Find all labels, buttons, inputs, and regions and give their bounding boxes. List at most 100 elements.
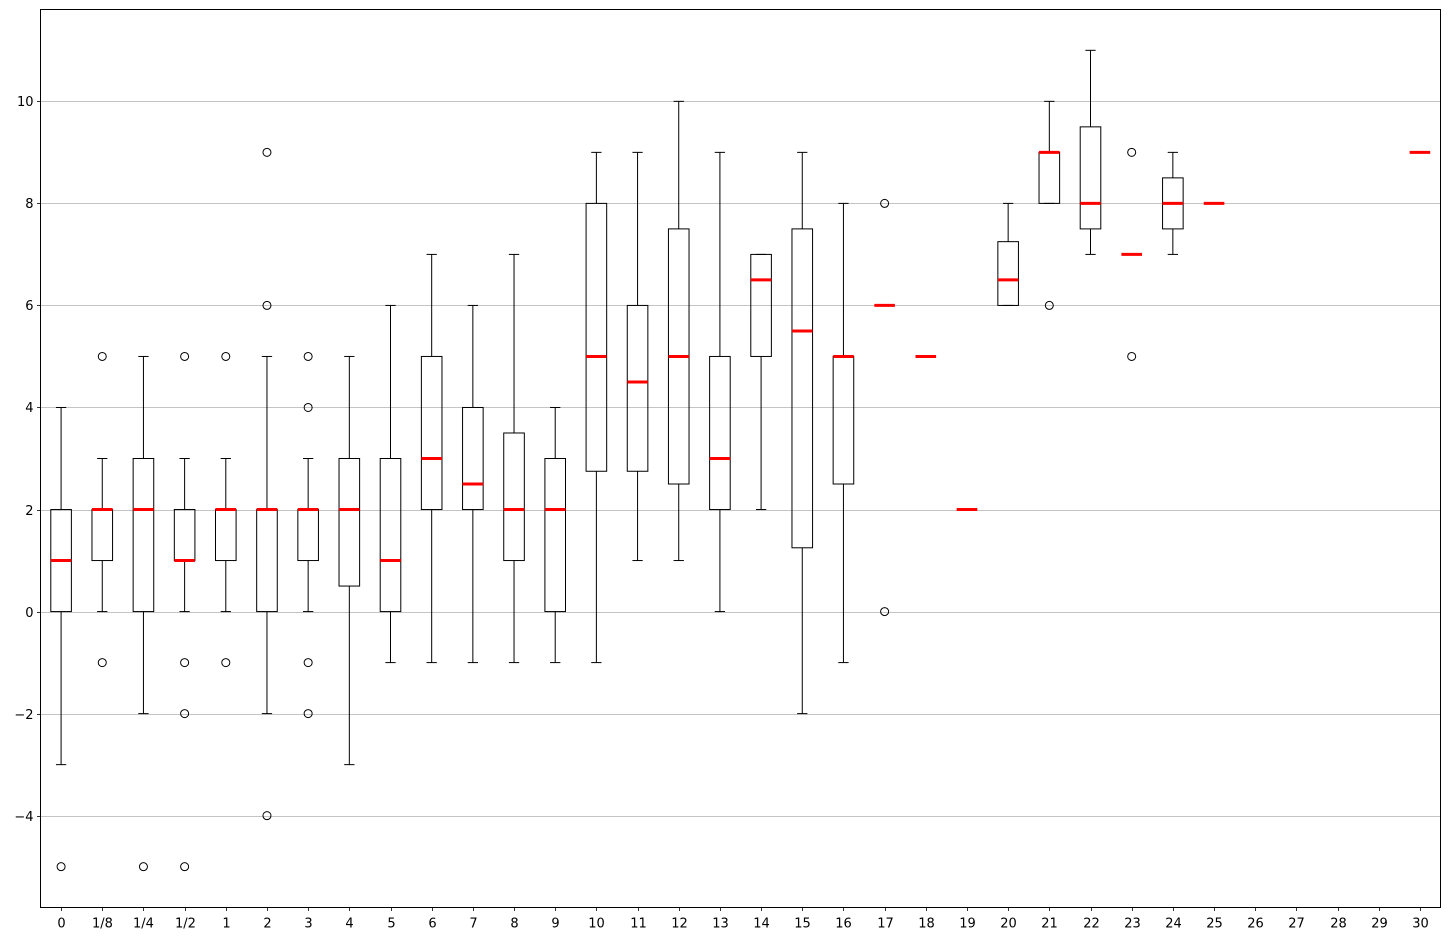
x-tick-label: 30 xyxy=(1412,917,1429,932)
y-tick-label: 0 xyxy=(25,606,33,621)
iqr-box xyxy=(91,509,114,562)
box-21 xyxy=(1038,100,1061,310)
iqr-box xyxy=(256,509,278,613)
outlier-point xyxy=(138,862,148,872)
x-tick-label: 26 xyxy=(1247,917,1264,932)
outlier-point xyxy=(221,658,231,668)
x-tick-label: 27 xyxy=(1288,917,1305,932)
x-tick-label: 21 xyxy=(1041,917,1058,932)
iqr-box xyxy=(791,228,814,549)
outlier-point xyxy=(880,198,890,208)
box-12 xyxy=(667,100,690,562)
y-tick-label: 4 xyxy=(25,401,33,416)
iqr-box xyxy=(997,241,1019,306)
box-4 xyxy=(338,355,361,766)
x-tick-label: 3 xyxy=(304,917,312,932)
iqr-box xyxy=(585,202,608,472)
box-8 xyxy=(503,253,525,664)
box-17 xyxy=(874,198,895,617)
iqr-box xyxy=(544,458,566,613)
iqr-box xyxy=(379,458,402,613)
iqr-box xyxy=(709,355,731,511)
x-axis-ticks: 0 1/8 1/4 1/2 1 2 3 4 5 6 7 8 9 10 11 12 13 14 15 16 17 18 19 2… xyxy=(57,907,1429,932)
box-6 xyxy=(420,253,443,664)
outlier-point xyxy=(180,351,190,361)
iqr-box xyxy=(297,509,319,562)
outlier-point xyxy=(262,811,272,821)
x-tick-label: 29 xyxy=(1371,917,1388,932)
gridlines xyxy=(40,101,1441,817)
x-tick-label: 7 xyxy=(469,917,477,932)
outlier-point xyxy=(180,709,190,719)
box-9 xyxy=(544,406,566,664)
box-13 xyxy=(709,151,731,613)
x-tick-label: 22 xyxy=(1083,917,1100,932)
x-tick-label: 1/4 xyxy=(133,917,154,932)
box-15 xyxy=(791,151,814,715)
x-tick-label: 17 xyxy=(877,917,894,932)
x-tick-label: 25 xyxy=(1206,917,1223,932)
x-tick-label: 13 xyxy=(712,917,729,932)
y-tick-label: 8 xyxy=(25,197,33,212)
y-axis-ticks: −4 −2 0 2 4 6 8 10 xyxy=(14,95,41,825)
outlier-point xyxy=(180,862,190,872)
outlier-point xyxy=(1044,300,1054,310)
box-0 xyxy=(50,406,72,872)
outlier-point xyxy=(56,862,66,872)
box-5 xyxy=(379,304,402,664)
x-tick-label: 16 xyxy=(835,917,852,932)
outlier-point xyxy=(97,658,107,668)
outlier-point xyxy=(97,351,107,361)
box-24 xyxy=(1162,151,1184,255)
iqr-box xyxy=(1038,151,1061,204)
iqr-box xyxy=(832,355,855,485)
x-tick-label: 1/2 xyxy=(175,917,196,932)
box-1 xyxy=(215,351,237,668)
box-1/2 xyxy=(173,351,196,872)
outlier-point xyxy=(1127,351,1137,361)
iqr-box xyxy=(462,406,484,511)
x-tick-label: 11 xyxy=(630,917,647,932)
iqr-box xyxy=(1079,126,1102,230)
box-14 xyxy=(750,253,772,511)
box-2 xyxy=(256,147,278,821)
x-tick-label: 28 xyxy=(1330,917,1347,932)
iqr-box xyxy=(750,253,772,357)
iqr-box xyxy=(132,458,155,613)
iqr-box xyxy=(626,304,649,472)
y-tick-label: −4 xyxy=(14,810,33,825)
boxes xyxy=(50,49,1431,872)
y-tick-label: 6 xyxy=(25,299,33,314)
iqr-box xyxy=(173,509,196,562)
x-tick-label: 10 xyxy=(588,917,605,932)
x-tick-label: 23 xyxy=(1124,917,1141,932)
box-10 xyxy=(585,151,608,664)
x-tick-label: 4 xyxy=(345,917,353,932)
x-tick-label: 19 xyxy=(959,917,976,932)
x-tick-label: 8 xyxy=(510,917,518,932)
x-tick-label: 20 xyxy=(1000,917,1017,932)
box-1/8 xyxy=(91,351,114,668)
box-20 xyxy=(997,202,1019,306)
x-tick-label: 18 xyxy=(918,917,935,932)
y-tick-label: 10 xyxy=(17,95,34,110)
iqr-box xyxy=(215,509,237,562)
x-tick-label: 6 xyxy=(428,917,436,932)
iqr-box xyxy=(338,458,361,587)
x-tick-label: 24 xyxy=(1165,917,1182,932)
outlier-point xyxy=(1127,147,1137,157)
x-tick-label: 1/8 xyxy=(92,917,113,932)
iqr-box xyxy=(503,432,525,562)
box-1/4 xyxy=(132,355,155,872)
outlier-point xyxy=(303,402,313,412)
box-16 xyxy=(832,202,855,664)
x-tick-label: 0 xyxy=(57,917,65,932)
box-3 xyxy=(297,351,319,719)
outlier-point xyxy=(262,300,272,310)
iqr-box xyxy=(420,355,443,511)
x-tick-label: 9 xyxy=(551,917,559,932)
outlier-point xyxy=(262,147,272,157)
x-tick-label: 14 xyxy=(753,917,770,932)
plot-frame xyxy=(40,9,1441,908)
